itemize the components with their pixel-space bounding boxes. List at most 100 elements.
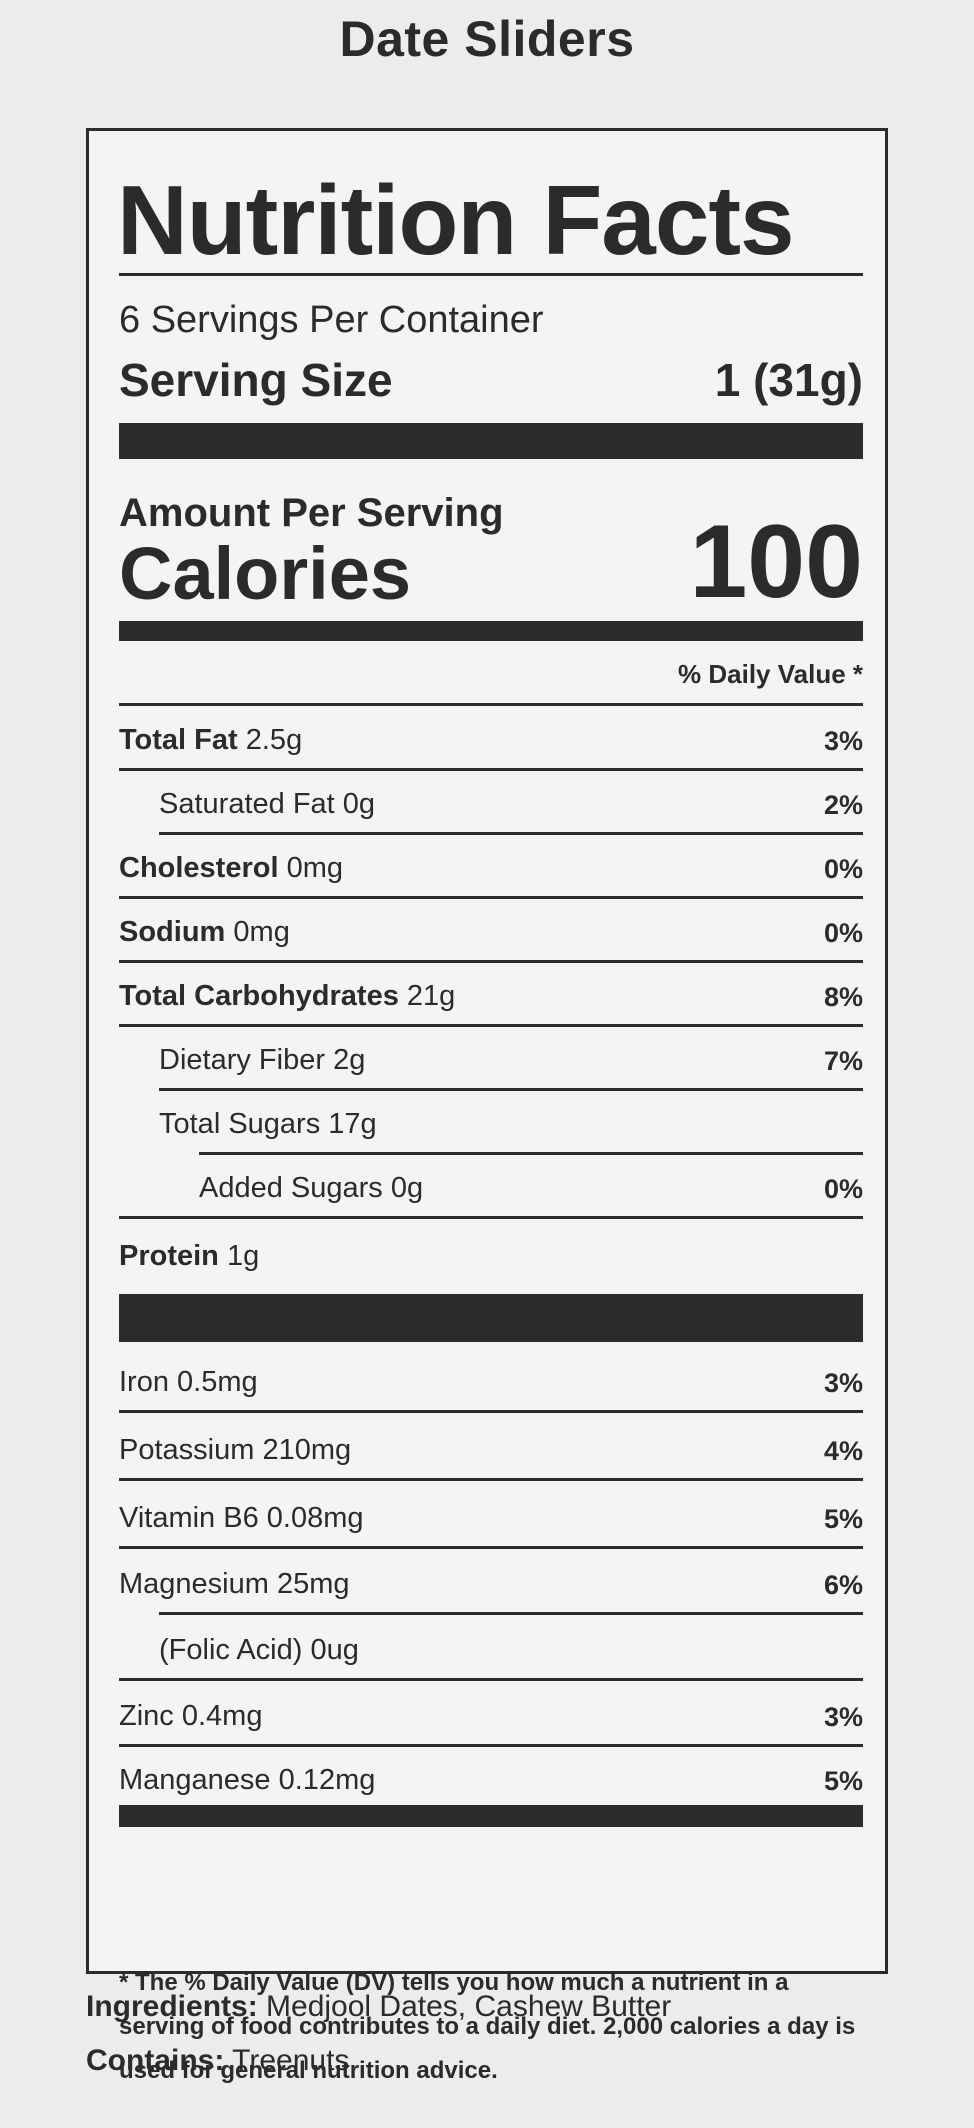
mineral-name: Vitamin B6 [119,1502,259,1534]
mineral-amount: 0.12mg [278,1764,376,1796]
nutrient-name: Dietary Fiber [159,1044,325,1076]
nutrition-facts-title: Nutrition Facts [117,165,794,275]
mineral-text: Iron 0.5mg [119,1366,258,1399]
row-divider [119,960,863,963]
nutrient-amount: 17g [328,1108,377,1140]
mineral-daily-value: 5% [823,1766,863,1796]
nutrient-name: Protein [119,1240,219,1272]
nutrient-amount: 21g [406,980,456,1012]
row-divider [159,1088,863,1091]
nutrient-name: Total Carbohydrates [119,980,399,1012]
serving-size-label: Serving Size [119,354,393,406]
daily-value-footnote: * The % Daily Value (DV) tells you how m… [119,1969,856,2084]
ingredients-label: Ingredients: [86,1990,258,2023]
nutrient-amount: 2g [333,1044,366,1076]
mineral-row: Zinc 0.4mg 3% [119,1683,863,1747]
nutrient-name: Sodium [119,916,226,948]
mineral-row: Potassium 210mg 4% [119,1417,863,1481]
nutrient-daily-value: 0% [823,1174,863,1204]
nutrient-text: Total Sugars 17g [159,1108,377,1141]
nutrient-text: Added Sugars 0g [199,1172,423,1205]
row-divider [119,1024,863,1027]
nutrient-amount: 0mg [233,916,290,948]
row-divider [159,832,863,835]
nutrient-daily-value: 0% [823,918,863,948]
mineral-daily-value: 4% [823,1436,863,1466]
medium-divider-bar [119,1805,863,1827]
mineral-text: Magnesium 25mg [119,1568,350,1601]
nutrient-amount: 0g [390,1172,424,1204]
mineral-row: Vitamin B6 0.08mg 5% [119,1485,863,1549]
mineral-daily-value: 5% [823,1504,863,1534]
nutrient-row: Total Fat 2.5g 3% [119,707,863,771]
nutrient-name: Saturated Fat [159,788,335,820]
row-divider [119,1410,863,1413]
row-divider [119,1678,863,1681]
thick-divider-bar [119,423,863,459]
nutrient-daily-value: 2% [823,790,863,820]
nutrient-row: Added Sugars 0g 0% [119,1155,863,1219]
nutrient-text: Protein 1g [119,1240,259,1273]
nutrient-name: Total Sugars [159,1108,321,1140]
medium-divider-bar [119,621,863,641]
row-divider [119,896,863,899]
nutrient-row: Dietary Fiber 2g 7% [119,1027,863,1091]
ingredients-line: Ingredients: Medjool Dates, Cashew Butte… [86,1990,671,2024]
nutrient-text: Sodium 0mg [119,916,290,949]
nutrient-daily-value: 0% [823,854,863,884]
mineral-daily-value: 3% [823,1368,863,1398]
nutrient-daily-value: 3% [823,726,863,756]
calories-label: Calories [119,532,412,615]
amount-per-serving-label: Amount Per Serving [119,491,504,535]
mineral-text: Vitamin B6 0.08mg [119,1502,364,1535]
nutrient-row: Protein 1g [119,1223,863,1287]
servings-per-container: 6 Servings Per Container [119,299,544,341]
nutrient-amount: 0g [342,788,376,820]
mineral-daily-value: 3% [823,1702,863,1732]
mineral-text: Manganese 0.12mg [119,1764,375,1797]
nutrient-text: Total Carbohydrates 21g [119,980,455,1013]
thick-divider-bar [119,1294,863,1342]
mineral-text: (Folic Acid) 0ug [159,1634,359,1667]
mineral-name: Manganese [119,1764,271,1796]
mineral-row: Magnesium 25mg 6% [119,1551,863,1615]
row-divider [119,768,863,771]
nutrient-row: Sodium 0mg 0% [119,899,863,963]
row-divider [119,1478,863,1481]
ingredients-value: Medjool Dates, Cashew Butter [266,1990,672,2023]
nutrient-text: Saturated Fat 0g [159,788,375,821]
mineral-name: Magnesium [119,1568,269,1600]
nutrient-row: Total Carbohydrates 21g 8% [119,963,863,1027]
daily-value-header: % Daily Value * [678,659,863,689]
mineral-amount: 0.08mg [266,1502,364,1534]
mineral-text: Potassium 210mg [119,1434,351,1467]
contains-line: Contains: Treenuts [86,2044,349,2078]
mineral-amount: 210mg [262,1434,352,1466]
nutrient-name: Total Fat [119,724,238,756]
mineral-text: Zinc 0.4mg [119,1700,262,1733]
nutrient-row: Saturated Fat 0g 2% [119,771,863,835]
nutrient-row: Cholesterol 0mg 0% [119,835,863,899]
nutrient-amount: 2.5g [245,724,303,756]
mineral-amount: 0.4mg [181,1700,263,1732]
serving-size-value: 1 (31g) [714,354,863,406]
mineral-name: Potassium [119,1434,255,1466]
nutrient-text: Cholesterol 0mg [119,852,343,885]
mineral-daily-value: 6% [823,1570,863,1600]
mineral-name: Zinc [119,1700,174,1732]
nutrient-daily-value: 8% [823,982,863,1012]
product-title: Date Sliders [339,11,635,67]
calories-value: 100 [689,504,863,620]
nutrient-amount: 0mg [286,852,344,884]
mineral-row: (Folic Acid) 0ug [119,1617,863,1681]
mineral-row: Iron 0.5mg 3% [119,1349,863,1413]
mineral-name: (Folic Acid) [159,1634,303,1666]
nutrient-name: Cholesterol [119,852,279,884]
nutrient-amount: 1g [226,1240,260,1272]
nutrient-daily-value: 7% [823,1046,863,1076]
mineral-row: Manganese 0.12mg 5% [119,1747,863,1811]
nutrient-text: Total Fat 2.5g [119,724,302,757]
mineral-name: Iron [119,1366,169,1398]
nutrient-text: Dietary Fiber 2g [159,1044,365,1077]
row-divider [159,1612,863,1615]
